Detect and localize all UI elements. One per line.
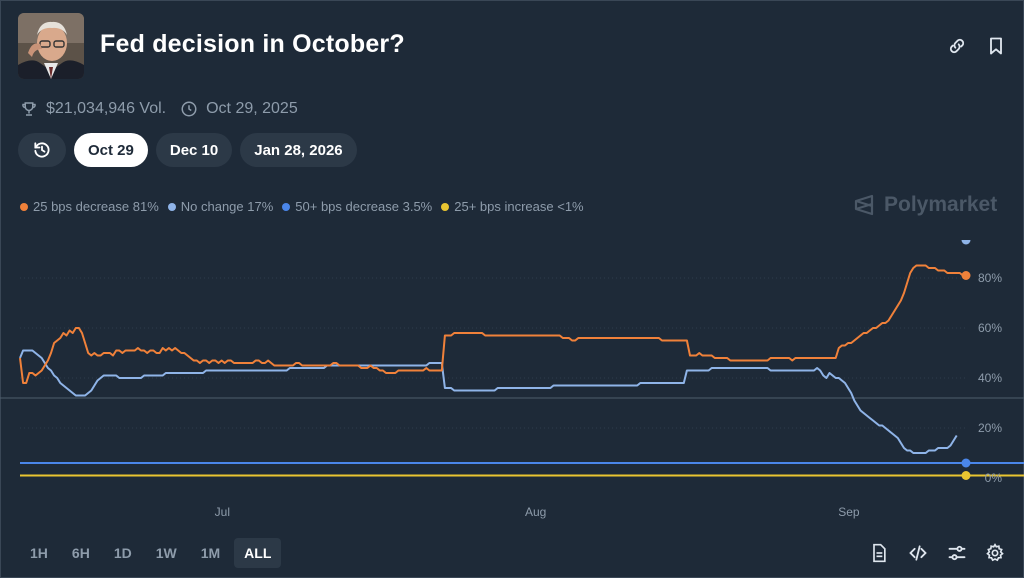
y-tick-label: 20% xyxy=(978,421,1002,435)
series-endpoint xyxy=(961,458,971,468)
volume-text: $21,034,946 Vol. xyxy=(46,100,167,117)
legend-label: 50+ bps decrease 3.5% xyxy=(295,199,433,214)
legend-dot xyxy=(282,202,291,211)
legend-dot xyxy=(20,202,28,211)
person-portrait-icon xyxy=(18,13,84,79)
legend-label: 25+ bps increase <1% xyxy=(454,199,584,214)
legend-item: 25 bps decrease 81% xyxy=(20,199,159,214)
polymarket-watermark: Polymarket xyxy=(852,193,997,217)
y-tick-label: 80% xyxy=(978,271,1002,285)
range-1m[interactable]: 1M xyxy=(200,545,221,561)
bookmark-icon[interactable] xyxy=(986,36,1006,56)
legend-label: No change 17% xyxy=(180,199,274,214)
series-endpoint xyxy=(961,271,971,280)
brand-name: Polymarket xyxy=(884,193,998,216)
link-icon[interactable] xyxy=(947,36,967,56)
x-tick-label: Sep xyxy=(838,505,860,519)
trophy-icon xyxy=(22,102,36,116)
sliders-icon[interactable] xyxy=(947,543,967,563)
legend-item: No change 17% xyxy=(167,199,274,214)
legend-dot xyxy=(441,202,450,211)
range-1d[interactable]: 1D xyxy=(113,545,132,561)
market-avatar xyxy=(18,13,84,79)
probability-chart[interactable]: 0% 20% 40% 60% 80% Jul Aug Sep xyxy=(0,240,1024,530)
legend-label: 25 bps decrease 81% xyxy=(33,199,159,214)
legend-dot xyxy=(167,202,176,211)
time-range-selector: 1H 6H 1D 1W 1M ALL xyxy=(20,538,282,568)
legend-item: 25+ bps increase <1% xyxy=(441,199,584,214)
y-tick-label: 40% xyxy=(978,371,1002,385)
x-tick-label: Aug xyxy=(525,505,546,519)
gear-icon[interactable] xyxy=(985,543,1005,563)
series-endpoint xyxy=(961,471,971,480)
document-icon[interactable] xyxy=(869,543,889,563)
history-icon xyxy=(34,142,50,158)
market-meta: $21,034,946 Vol. Oct 29, 2025 xyxy=(20,98,298,120)
tab-jan-28-2026[interactable]: Jan 28, 2026 xyxy=(240,133,357,167)
x-tick-label: Jul xyxy=(215,505,230,519)
y-tick-label: 60% xyxy=(978,321,1002,335)
range-1h[interactable]: 1H xyxy=(30,545,48,561)
code-icon[interactable] xyxy=(908,543,928,563)
end-date-text: Oct 29, 2025 xyxy=(206,100,298,117)
range-6h[interactable]: 6H xyxy=(71,545,90,561)
date-tabs: Oct 29 Dec 10 Jan 28, 2026 xyxy=(18,133,357,167)
chart-legend: 25 bps decrease 81% No change 17% 50+ bp… xyxy=(20,199,593,214)
range-1w[interactable]: 1W xyxy=(155,545,177,561)
page-title: Fed decision in October? xyxy=(100,30,405,58)
polymarket-logo-icon xyxy=(854,194,874,216)
tab-oct-29[interactable]: Oct 29 xyxy=(74,133,148,167)
series-line-25-bps-decrease xyxy=(19,264,966,384)
tab-dec-10[interactable]: Dec 10 xyxy=(155,133,233,167)
clock-icon xyxy=(181,101,197,117)
y-tick-label: 0% xyxy=(985,471,1003,485)
legend-item: 50+ bps decrease 3.5% xyxy=(282,199,432,214)
range-all[interactable]: ALL xyxy=(234,538,282,568)
series-line-no-change xyxy=(19,349,958,454)
series-endpoint xyxy=(961,240,971,245)
history-button[interactable] xyxy=(18,133,66,167)
